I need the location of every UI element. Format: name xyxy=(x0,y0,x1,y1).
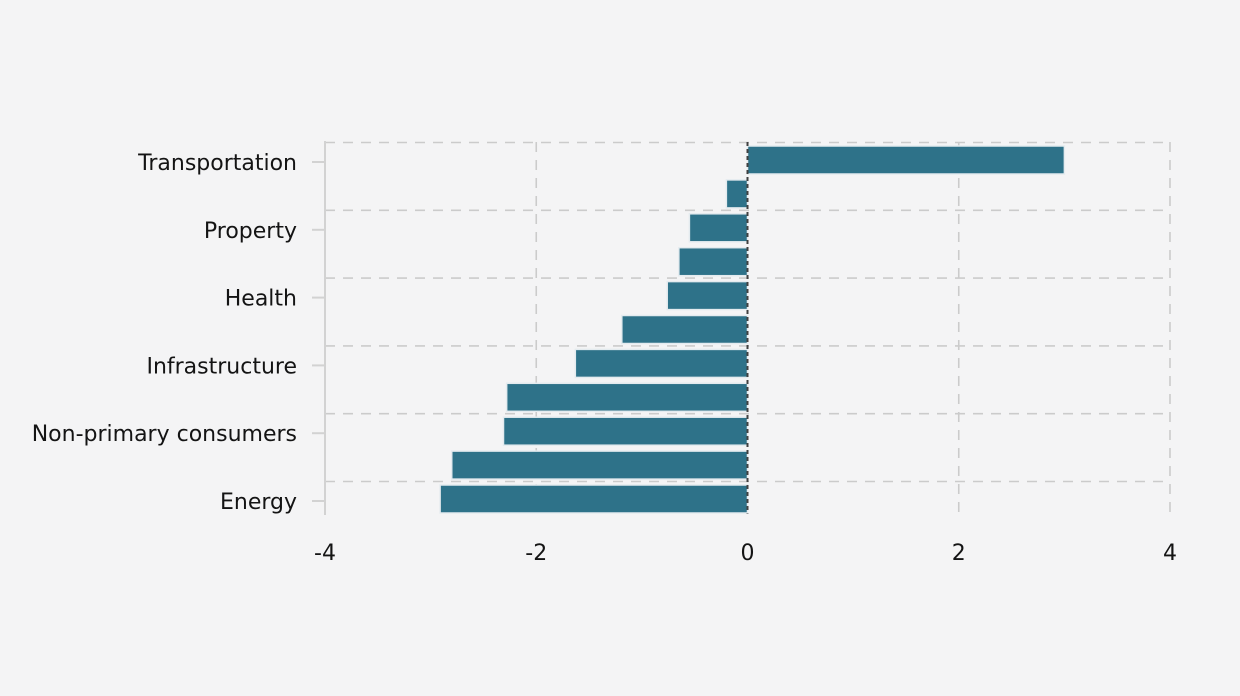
bar xyxy=(688,213,749,243)
x-tick-label: 4 xyxy=(1163,541,1177,566)
bar xyxy=(746,145,1066,175)
category-label: Infrastructure xyxy=(146,354,297,379)
x-tick-label: -2 xyxy=(525,541,547,566)
category-label: Property xyxy=(204,219,297,244)
bar xyxy=(451,450,749,480)
x-tick-label: -4 xyxy=(314,541,336,566)
bar xyxy=(439,484,749,514)
bar xyxy=(725,179,749,209)
bar xyxy=(678,246,749,277)
bar xyxy=(505,382,749,413)
bar xyxy=(621,314,749,345)
category-label: Health xyxy=(225,287,297,312)
category-label: Energy xyxy=(220,490,297,515)
bar xyxy=(574,348,749,379)
bar xyxy=(502,416,749,446)
category-label: Non-primary consumers xyxy=(32,422,297,447)
bar xyxy=(666,280,749,311)
x-tick-label: 0 xyxy=(741,541,755,566)
x-tick-label: 2 xyxy=(952,541,966,566)
category-label: Transportation xyxy=(137,151,297,176)
